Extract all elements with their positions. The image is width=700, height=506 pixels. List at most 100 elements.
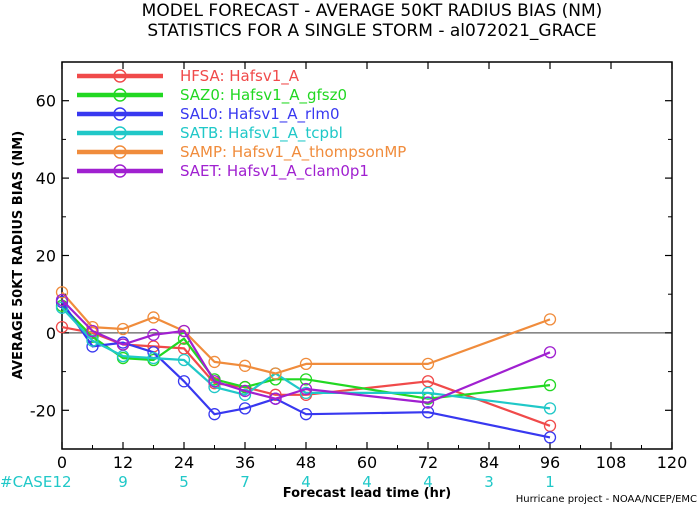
series-point: [177, 324, 191, 338]
series-line: [61, 326, 551, 427]
legend-entry: SAMP: Hafsv1_A_thompsonMP: [77, 143, 406, 162]
series-point: [543, 402, 557, 415]
series-point: [238, 388, 252, 401]
x-tick-label: 108: [596, 453, 627, 472]
case-count: 12: [52, 473, 71, 491]
chart-subtitle: STATISTICS FOR A SINGLE STORM - al072021…: [147, 21, 596, 41]
legend-swatch-marker: [113, 88, 127, 102]
series-point: [299, 382, 313, 396]
series-point: [543, 313, 557, 326]
series-point: [238, 402, 252, 415]
chart-title: MODEL FORECAST - AVERAGE 50KT RADIUS BIA…: [142, 1, 603, 21]
series-point: [269, 367, 282, 380]
case-count: 4: [362, 473, 372, 491]
series-point: [86, 324, 99, 338]
y-tick-label: 40: [36, 169, 56, 188]
series-point: [238, 380, 252, 394]
series-point: [177, 353, 191, 367]
series-point: [299, 408, 313, 421]
legend-label: SAET: Hafsv1_A_clam0p1: [180, 162, 369, 181]
series-line: [61, 301, 551, 439]
series-line: [61, 291, 551, 375]
x-tick-label: 60: [357, 453, 377, 472]
series-point: [147, 351, 160, 365]
case-count: 7: [240, 473, 250, 491]
series-point: [421, 396, 435, 409]
x-axis-label: Forecast lead time (hr): [283, 486, 451, 501]
case-count: 4: [423, 473, 433, 491]
case-count-row: #CASE 12 9 5 7 4 4 4 3 1: [0, 473, 555, 491]
y-tick-label: 60: [36, 92, 56, 111]
series-layer: [55, 286, 557, 444]
y-axis-label: AVERAGE 50KT RADIUS BIAS (NM): [11, 131, 26, 379]
x-tick-label: 72: [418, 453, 438, 472]
series-point: [543, 431, 557, 444]
series-point: [269, 392, 282, 405]
series-point: [299, 373, 313, 386]
series-point: [421, 357, 435, 371]
x-tick-label: 48: [296, 453, 316, 472]
x-tick-label: 84: [479, 453, 499, 472]
legend-swatch-marker: [113, 126, 127, 140]
series-point: [55, 293, 69, 307]
series-point: [421, 386, 435, 400]
series-point: [299, 386, 313, 400]
legend-swatch-marker: [113, 107, 127, 121]
series-point: [208, 408, 221, 421]
series-point: [299, 357, 313, 371]
series-point: [147, 311, 160, 324]
case-count: 4: [301, 473, 311, 491]
series-point: [543, 378, 557, 392]
credit-note: Hurricane project - NOAA/NCEP/EMC: [516, 494, 697, 505]
series-point: [55, 320, 69, 334]
series-line: [61, 299, 551, 404]
series-point: [116, 338, 130, 351]
y-tick-label: 0: [46, 324, 56, 343]
legend-entry: SATB: Hafsv1_A_tcpbl: [77, 124, 343, 143]
legend-label: SATB: Hafsv1_A_tcpbl: [180, 124, 343, 143]
legend-entry: HFSA: Hafsv1_A: [77, 67, 300, 86]
case-count: 5: [179, 473, 189, 491]
x-tick-label: 120: [657, 453, 688, 472]
legend-swatch-marker: [113, 145, 127, 159]
series-point: [269, 388, 282, 401]
legend-label: HFSA: Hafsv1_A: [180, 67, 300, 86]
series-5: [55, 286, 557, 380]
case-count: 1: [545, 473, 555, 491]
y-tick-label: -20: [30, 401, 56, 420]
series-point: [147, 328, 160, 341]
series-point: [177, 375, 191, 388]
legend-label: SAL0: Hafsv1_A_rlm0: [180, 105, 340, 124]
series-point: [86, 320, 99, 334]
legend-label: SAMP: Hafsv1_A_thompsonMP: [180, 143, 406, 162]
case-count: 3: [484, 473, 494, 491]
series-point: [421, 406, 435, 419]
series-point: [116, 322, 130, 336]
x-tick-label: 96: [540, 453, 560, 472]
legend-swatch-marker: [113, 164, 127, 178]
series-point: [238, 384, 252, 398]
x-tick-label: 24: [174, 453, 194, 472]
legend-swatch-marker: [113, 69, 127, 83]
legend-entry: SAZ0: Hafsv1_A_gfsz0: [77, 86, 347, 105]
y-axis: -20 0 20 40 60: [30, 61, 672, 450]
series-6: [55, 293, 557, 409]
series-point: [543, 346, 557, 359]
series-point: [208, 355, 221, 369]
legend-entry: SAL0: Hafsv1_A_rlm0: [77, 105, 340, 124]
case-row-label: #CASE: [0, 473, 52, 491]
y-tick-label: 20: [36, 247, 56, 266]
x-tick-label: 0: [57, 453, 67, 472]
legend-label: SAZ0: Hafsv1_A_gfsz0: [180, 86, 347, 105]
x-tick-label: 36: [235, 453, 255, 472]
plot-frame: [61, 61, 673, 450]
series-point: [86, 334, 99, 347]
x-tick-label: 12: [113, 453, 133, 472]
series-point: [55, 301, 69, 314]
series-point: [55, 286, 69, 299]
series-point: [238, 359, 252, 372]
series-point: [208, 375, 221, 388]
legend-entry: SAET: Hafsv1_A_clam0p1: [77, 162, 369, 181]
